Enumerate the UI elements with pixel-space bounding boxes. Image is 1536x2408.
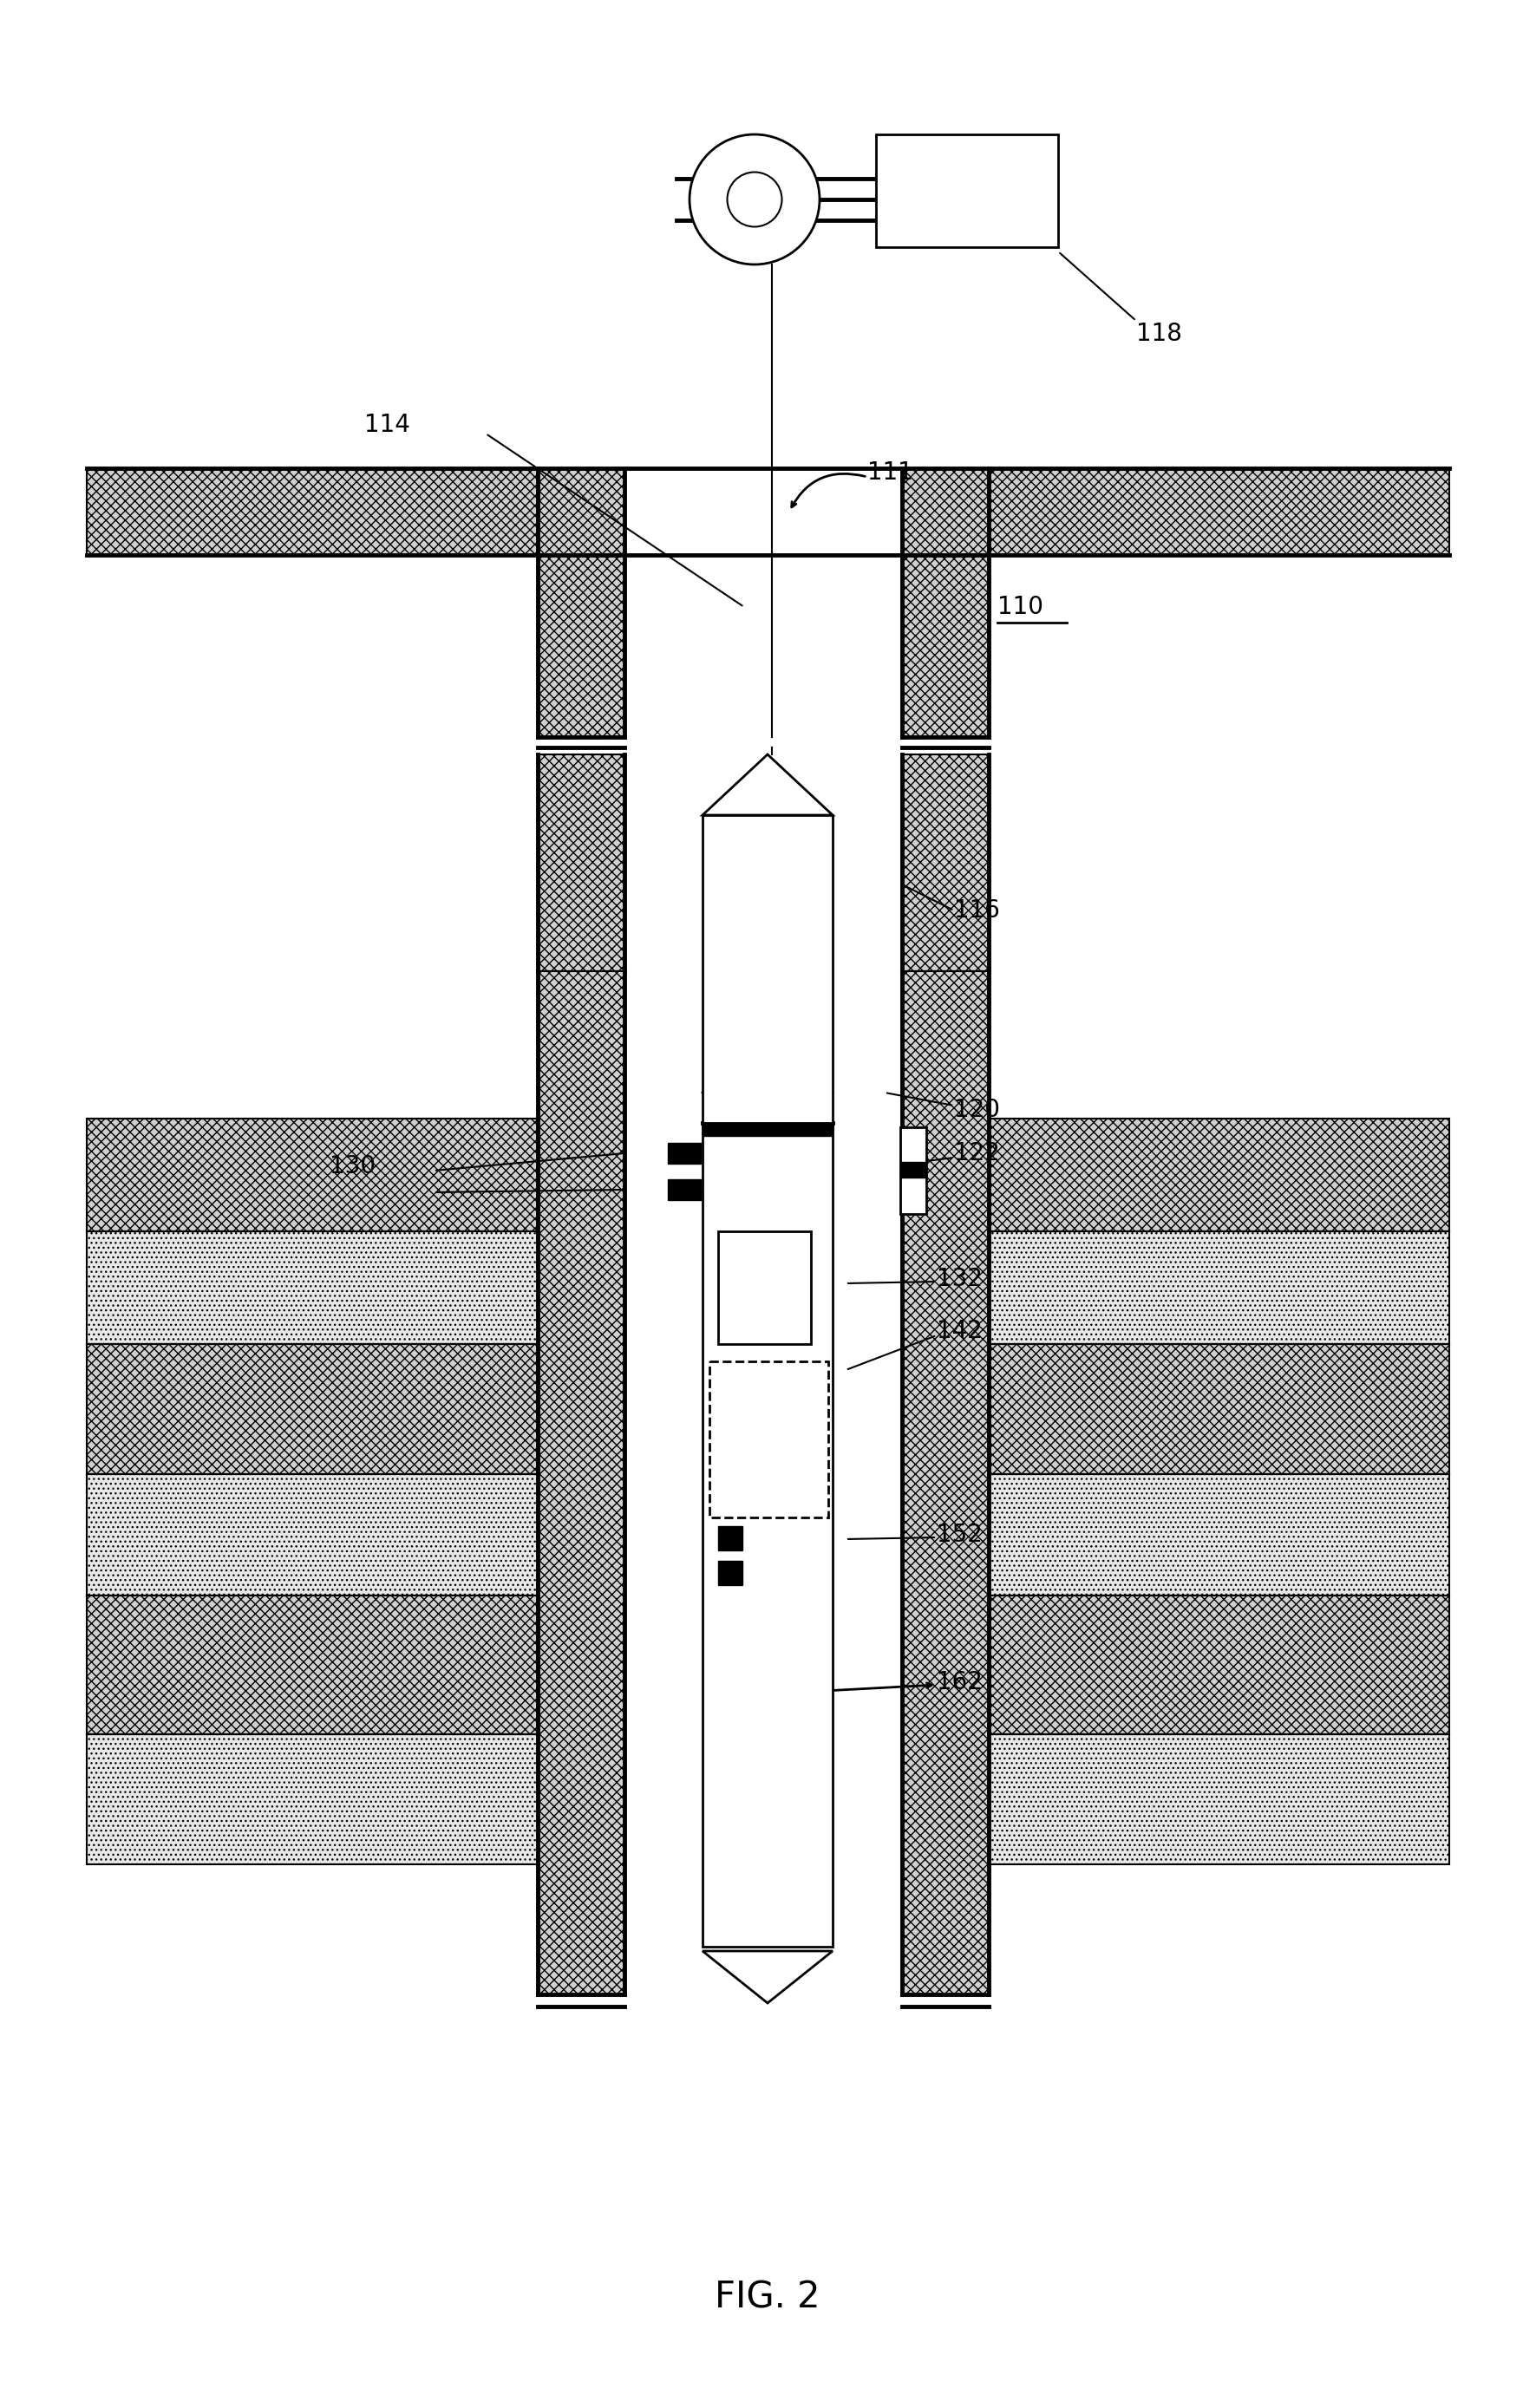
Bar [702, 814, 833, 1127]
Text: 111: 111 [868, 460, 914, 484]
Text: 114: 114 [364, 412, 410, 436]
Bar [902, 554, 989, 737]
Bar [989, 1230, 1450, 1344]
Bar [989, 1734, 1450, 1864]
Circle shape [727, 171, 782, 226]
Bar [538, 970, 625, 1994]
Bar [86, 1344, 538, 1474]
Text: 142: 142 [937, 1320, 983, 1344]
Text: 152: 152 [937, 1522, 983, 1546]
Bar [900, 1127, 926, 1214]
Bar [538, 467, 625, 554]
Text: 122: 122 [954, 1141, 1000, 1165]
Bar [668, 1144, 700, 1163]
Bar [989, 1597, 1450, 1734]
Bar [989, 1474, 1450, 1597]
Bar [86, 1120, 538, 1230]
Bar [719, 1230, 811, 1344]
Bar [86, 1597, 538, 1734]
Bar [668, 1180, 700, 1199]
Bar [719, 1527, 742, 1551]
Bar [902, 467, 989, 554]
Bar [702, 1122, 833, 1137]
Bar [876, 135, 1058, 248]
Text: 116: 116 [954, 898, 1000, 922]
Bar [538, 754, 625, 970]
Text: 110: 110 [997, 595, 1043, 619]
Bar [86, 1230, 538, 1344]
Circle shape [690, 135, 820, 265]
Bar [710, 1361, 828, 1517]
Bar [86, 1734, 538, 1864]
Text: 130: 130 [330, 1153, 376, 1178]
Bar [989, 1344, 1450, 1474]
Bar [702, 1122, 833, 1946]
Text: 162: 162 [937, 1671, 983, 1695]
Bar [719, 1560, 742, 1584]
Polygon shape [702, 754, 833, 814]
Bar [86, 1474, 538, 1597]
Bar [902, 970, 989, 1994]
Text: 132: 132 [937, 1267, 983, 1291]
Bar [538, 554, 625, 737]
Text: 118: 118 [1137, 323, 1183, 347]
Bar [989, 1120, 1450, 1230]
Bar [900, 1163, 926, 1178]
Text: FIG. 2: FIG. 2 [714, 2280, 820, 2316]
Bar [902, 754, 989, 970]
Bar [989, 467, 1450, 554]
Text: 120: 120 [954, 1098, 1000, 1122]
Polygon shape [702, 1950, 833, 2003]
Bar [86, 467, 538, 554]
